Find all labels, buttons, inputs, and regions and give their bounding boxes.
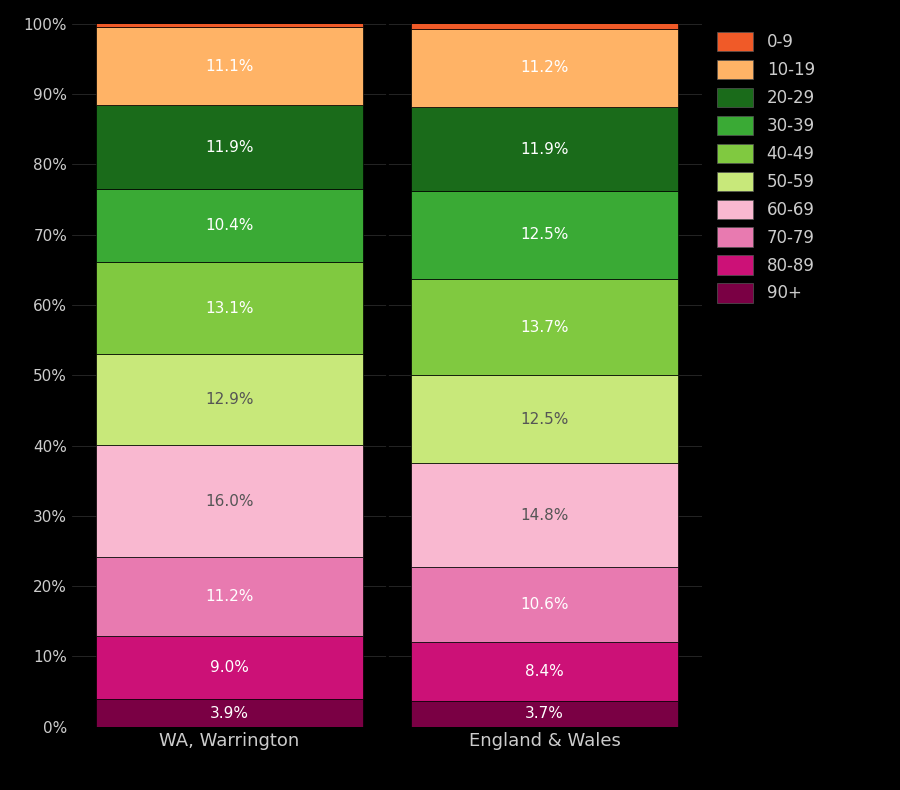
Text: 16.0%: 16.0% xyxy=(205,494,254,509)
Bar xyxy=(410,463,679,567)
Bar xyxy=(95,445,364,558)
Text: 11.9%: 11.9% xyxy=(205,140,254,155)
Text: 12.5%: 12.5% xyxy=(520,412,569,427)
Text: 11.9%: 11.9% xyxy=(520,141,569,156)
Bar xyxy=(95,354,364,445)
Bar xyxy=(95,189,364,262)
Text: 8.4%: 8.4% xyxy=(525,664,564,679)
Legend: 0-9, 10-19, 20-29, 30-39, 40-49, 50-59, 60-69, 70-79, 80-89, 90+: 0-9, 10-19, 20-29, 30-39, 40-49, 50-59, … xyxy=(716,32,815,303)
Bar xyxy=(410,191,679,279)
Bar xyxy=(95,699,364,727)
Text: 14.8%: 14.8% xyxy=(520,508,569,523)
Text: 13.1%: 13.1% xyxy=(205,301,254,315)
Text: 13.7%: 13.7% xyxy=(520,320,569,335)
Bar xyxy=(410,279,679,375)
Bar xyxy=(410,701,679,727)
Bar xyxy=(95,0,364,27)
Text: 11.2%: 11.2% xyxy=(520,61,569,76)
Bar xyxy=(410,28,679,107)
Text: 9.0%: 9.0% xyxy=(210,660,249,675)
Bar xyxy=(410,641,679,701)
Text: 12.9%: 12.9% xyxy=(205,392,254,407)
Bar xyxy=(410,107,679,191)
Text: 12.5%: 12.5% xyxy=(520,228,569,243)
Bar xyxy=(410,375,679,463)
Bar xyxy=(95,105,364,189)
Bar xyxy=(95,636,364,699)
Text: 11.1%: 11.1% xyxy=(205,58,254,73)
Text: 11.2%: 11.2% xyxy=(205,589,254,604)
Bar xyxy=(95,27,364,105)
Bar xyxy=(410,567,679,641)
Text: 3.9%: 3.9% xyxy=(210,705,249,720)
Bar xyxy=(95,262,364,354)
Text: 10.6%: 10.6% xyxy=(520,597,569,612)
Text: 10.4%: 10.4% xyxy=(205,218,254,233)
Bar xyxy=(95,558,364,636)
Text: 3.7%: 3.7% xyxy=(525,706,564,721)
Bar xyxy=(410,0,679,28)
